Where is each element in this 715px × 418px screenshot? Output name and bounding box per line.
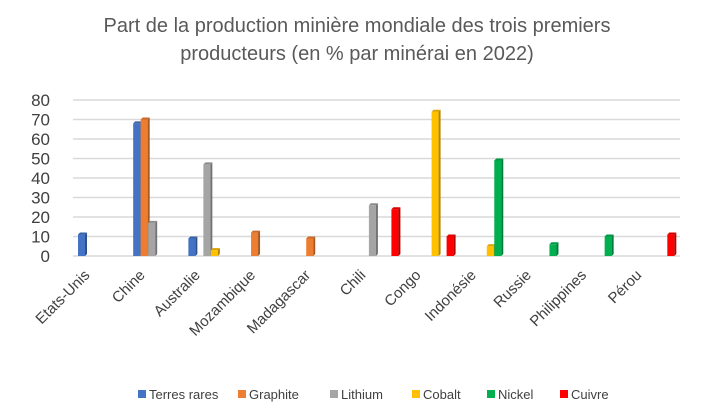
- bar-terres-rares: [78, 234, 85, 256]
- bar-side: [210, 162, 213, 256]
- bar-top: [210, 248, 220, 251]
- legend-swatch: [412, 390, 420, 398]
- x-category-label: Etats-Unis: [32, 267, 93, 328]
- legend-swatch: [238, 390, 246, 398]
- bar-graphite: [306, 238, 314, 256]
- bar-terres-rares: [188, 238, 196, 256]
- legend-swatch: [138, 390, 146, 398]
- legend-label: Lithium: [341, 387, 383, 402]
- x-category-label: Australie: [150, 267, 203, 320]
- x-category-label: Congo: [381, 267, 424, 310]
- bar-top: [133, 121, 143, 124]
- bar-top: [188, 236, 198, 239]
- bar-top: [148, 220, 158, 223]
- bar-top: [431, 109, 441, 112]
- bar-nickel: [549, 244, 557, 256]
- x-category-label: Philippines: [527, 267, 590, 330]
- y-tick-label: 20: [31, 208, 50, 227]
- y-tick-label: 30: [31, 189, 50, 208]
- bar-side: [398, 207, 401, 256]
- bar-lithium: [203, 164, 211, 256]
- legend-label: Nickel: [498, 387, 534, 402]
- bar-side: [195, 236, 198, 256]
- bar-cobalt: [486, 246, 494, 256]
- legend-label: Cuivre: [571, 387, 609, 402]
- legend-label: Graphite: [249, 387, 299, 402]
- y-tick-label: 10: [31, 228, 50, 247]
- bar-side: [313, 236, 316, 256]
- bar-side: [438, 109, 441, 256]
- bar-nickel: [604, 236, 612, 256]
- y-tick-label: 60: [31, 130, 50, 149]
- legend-label: Terres rares: [149, 387, 219, 402]
- bar-cuivre: [667, 234, 675, 256]
- bar-graphite: [251, 232, 259, 256]
- chart-title-line: Part de la production minière mondiale d…: [104, 15, 611, 37]
- bar-top: [251, 230, 261, 233]
- bar-side: [155, 220, 158, 256]
- bar-cobalt: [210, 250, 218, 256]
- bar-lithium: [368, 205, 376, 256]
- bar-nickel: [494, 160, 502, 256]
- bar-top: [446, 234, 456, 237]
- bar-graphite: [140, 119, 148, 256]
- legend-swatch: [560, 390, 568, 398]
- legend-label: Cobalt: [423, 387, 461, 402]
- bar-top: [140, 117, 150, 120]
- chart-title-line: producteurs (en % par minérai en 2022): [180, 43, 534, 65]
- bar-top: [667, 232, 677, 235]
- bar-top: [604, 234, 614, 237]
- bar-top: [203, 162, 213, 165]
- x-category-label: Chine: [109, 267, 149, 307]
- y-tick-label: 40: [31, 169, 50, 188]
- x-category-label: Chili: [337, 267, 370, 300]
- bar-terres-rares: [133, 123, 141, 257]
- y-tick-label: 50: [31, 150, 50, 169]
- legend-swatch: [330, 390, 338, 398]
- bar-side: [611, 234, 614, 256]
- y-tick-label: 70: [31, 111, 50, 130]
- y-tick-label: 80: [31, 91, 50, 110]
- bar-side: [674, 232, 677, 256]
- x-category-label: Indonésie: [422, 267, 480, 325]
- bar-side: [147, 117, 150, 256]
- bar-side: [258, 230, 261, 256]
- bar-cobalt: [431, 111, 439, 256]
- bar-side: [85, 232, 87, 256]
- legend-swatch: [487, 390, 495, 398]
- bar-side: [556, 242, 559, 256]
- bar-top: [368, 203, 378, 206]
- bar-top: [549, 242, 559, 245]
- y-tick-label: 0: [41, 247, 50, 266]
- bar-top: [486, 244, 496, 247]
- bar-side: [453, 234, 456, 256]
- bar-lithium: [148, 222, 156, 256]
- bar-cuivre: [391, 209, 399, 256]
- bar-side: [501, 158, 504, 256]
- bar-top: [78, 232, 87, 235]
- bar-top: [391, 207, 401, 210]
- bar-side: [375, 203, 378, 256]
- x-category-label: Pérou: [605, 267, 645, 307]
- bar-side: [217, 248, 220, 256]
- x-category-label: Russie: [490, 267, 534, 311]
- bar-cuivre: [446, 236, 454, 256]
- bar-top: [306, 236, 316, 239]
- bar-top: [494, 158, 504, 161]
